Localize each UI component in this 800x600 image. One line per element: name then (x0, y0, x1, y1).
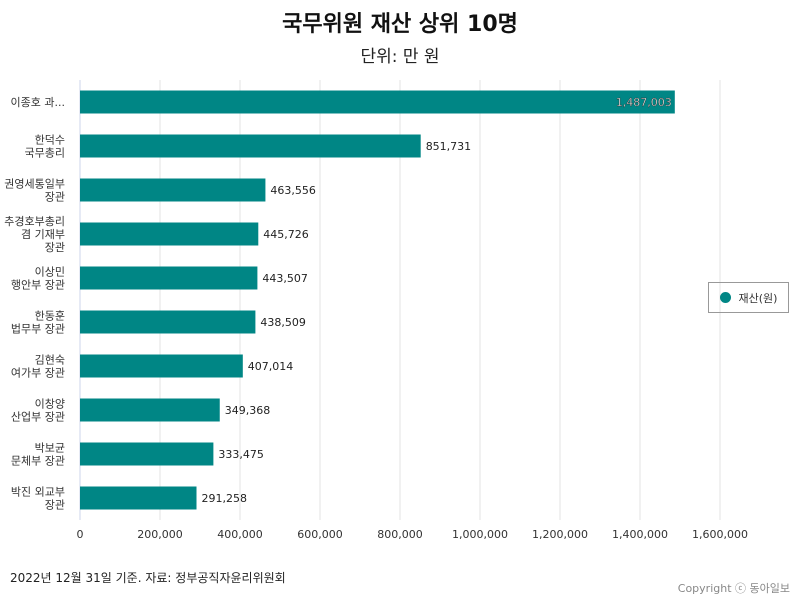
x-tick-label: 1,400,000 (612, 528, 668, 541)
category-label: 장관 (45, 191, 65, 204)
data-label: 349,368 (225, 404, 271, 417)
bar (80, 222, 259, 246)
category-label: 법무부 장관 (11, 323, 65, 336)
category-label: 박진 외교부 (11, 486, 65, 499)
bar (80, 310, 256, 334)
data-label: 445,726 (263, 228, 309, 241)
legend-marker (719, 292, 731, 303)
category-label: 한동훈 (35, 310, 65, 323)
x-tick-label: 400,000 (217, 528, 263, 541)
footnote: 2022년 12월 31일 기준. 자료: 정부공직자윤리위원회 (10, 571, 286, 585)
bar (80, 354, 243, 378)
chart-subtitle: 단위: 만 원 (360, 47, 440, 67)
bar (80, 90, 675, 114)
category-label: 산업부 장관 (11, 411, 65, 424)
category-label: 이창양 (35, 398, 65, 411)
data-label: 463,556 (270, 184, 316, 197)
data-label: 1,487,003 (616, 96, 672, 109)
bar (80, 486, 197, 510)
category-label: 추경호부총리 (4, 215, 65, 228)
bar (80, 178, 266, 202)
x-tick-label: 600,000 (297, 528, 343, 541)
category-label: 김현숙 (35, 354, 65, 367)
category-label: 이상민 (35, 266, 65, 279)
data-label: 291,258 (202, 492, 248, 505)
legend-label: 재산(원) (738, 291, 778, 305)
category-label: 이종호 과... (11, 96, 65, 109)
data-label: 438,509 (260, 316, 306, 329)
x-tick-label: 800,000 (377, 528, 423, 541)
x-tick-label: 0 (77, 528, 84, 541)
legend[interactable]: 재산(원) (708, 282, 789, 313)
chart-title: 국무위원 재산 상위 10명 (282, 12, 518, 37)
x-tick-label: 1,000,000 (452, 528, 508, 541)
category-label: 박보균 (35, 442, 65, 455)
category-label: 권영세통일부 (4, 177, 65, 191)
x-tick-label: 1,200,000 (532, 528, 588, 541)
category-label: 한덕수 (35, 134, 65, 147)
data-label: 851,731 (426, 140, 472, 153)
category-label: 겸 기재부 (21, 228, 65, 241)
category-label: 국무총리 (25, 147, 65, 160)
category-label: 장관 (45, 499, 65, 512)
x-tick-label: 200,000 (137, 528, 183, 541)
bar (80, 266, 258, 290)
copyright: Copyright ⓒ 동아일보 (677, 582, 790, 595)
category-label: 행안부 장관 (11, 279, 65, 292)
bar (80, 398, 220, 422)
x-tick-label: 1,600,000 (692, 528, 748, 541)
data-label: 407,014 (248, 360, 294, 373)
category-label: 문체부 장관 (11, 455, 65, 468)
bar (80, 134, 421, 158)
category-label: 여가부 장관 (11, 367, 65, 380)
data-label: 333,475 (218, 448, 264, 461)
data-label: 443,507 (262, 272, 308, 285)
bar (80, 442, 214, 466)
category-label: 장관 (45, 241, 65, 254)
